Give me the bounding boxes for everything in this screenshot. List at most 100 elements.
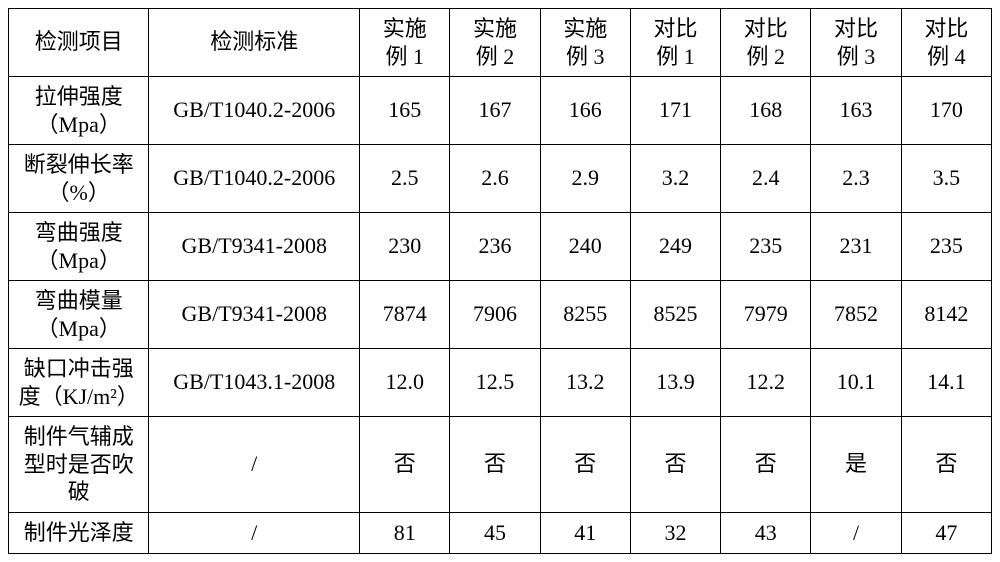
cell: 249 [630, 213, 720, 281]
cell: 230 [360, 213, 450, 281]
row-item-l2: 型时是否吹 [24, 452, 134, 477]
row-item: 断裂伸长率 （%） [9, 145, 149, 213]
row-item-l2: （Mpa） [37, 248, 121, 273]
row-item-l2: （Mpa） [37, 112, 121, 137]
cell: 2.4 [721, 145, 811, 213]
cell: 否 [630, 417, 720, 513]
row-item-l1: 弯曲模量 [35, 288, 123, 313]
cell: 43 [721, 512, 811, 554]
cell: 否 [360, 417, 450, 513]
table-row: 弯曲模量（Mpa） GB/T9341-2008 7874 7906 8255 8… [9, 281, 992, 349]
cell: 41 [540, 512, 630, 554]
cell: 7874 [360, 281, 450, 349]
cell: 235 [721, 213, 811, 281]
cell: 14.1 [901, 349, 991, 417]
row-item-l1: 弯曲强度 [35, 220, 123, 245]
cell: 32 [630, 512, 720, 554]
cell: 2.3 [811, 145, 901, 213]
row-standard: GB/T1043.1-2008 [149, 349, 360, 417]
header-col-2-l2: 例 2 [476, 44, 515, 69]
cell: 171 [630, 77, 720, 145]
cell: 8142 [901, 281, 991, 349]
row-item: 制件气辅成型时是否吹破 [9, 417, 149, 513]
header-col-4: 对比例 1 [630, 9, 720, 77]
cell: 3.2 [630, 145, 720, 213]
row-item-l2: 度（KJ/m²） [19, 384, 139, 409]
row-item: 缺口冲击强度（KJ/m²） [9, 349, 149, 417]
table-row: 弯曲强度（Mpa） GB/T9341-2008 230 236 240 249 … [9, 213, 992, 281]
cell: 165 [360, 77, 450, 145]
header-col-7-l2: 例 4 [927, 44, 966, 69]
header-col-1-l2: 例 1 [385, 44, 424, 69]
cell: 8255 [540, 281, 630, 349]
cell: 否 [721, 417, 811, 513]
cell: 12.5 [450, 349, 540, 417]
header-col-1-l1: 实施 [383, 16, 427, 41]
header-item: 检测项目 [9, 9, 149, 77]
header-col-2: 实施例 2 [450, 9, 540, 77]
row-item-l1: 断裂伸长率 [24, 152, 134, 177]
row-item-l1: 拉伸强度 [35, 84, 123, 109]
header-col-3-l2: 例 3 [566, 44, 605, 69]
cell: 45 [450, 512, 540, 554]
cell: 8525 [630, 281, 720, 349]
row-item-l1: 缺口冲击强 [24, 356, 134, 381]
header-col-4-l2: 例 1 [656, 44, 695, 69]
row-item-l3: 破 [68, 479, 90, 504]
row-standard: GB/T1040.2-2006 [149, 145, 360, 213]
header-col-3-l1: 实施 [563, 16, 607, 41]
cell: 13.9 [630, 349, 720, 417]
row-item-l1: 制件气辅成 [24, 424, 134, 449]
row-item: 弯曲模量（Mpa） [9, 281, 149, 349]
header-col-7: 对比例 4 [901, 9, 991, 77]
cell: 236 [450, 213, 540, 281]
header-col-3: 实施例 3 [540, 9, 630, 77]
cell: 10.1 [811, 349, 901, 417]
cell: 166 [540, 77, 630, 145]
header-col-4-l1: 对比 [653, 16, 697, 41]
header-col-6: 对比例 3 [811, 9, 901, 77]
cell: 否 [450, 417, 540, 513]
header-standard: 检测标准 [149, 9, 360, 77]
header-col-7-l1: 对比 [924, 16, 968, 41]
cell: 168 [721, 77, 811, 145]
row-item-l2: （%） [48, 180, 110, 205]
cell: 2.6 [450, 145, 540, 213]
cell: 7906 [450, 281, 540, 349]
cell: 163 [811, 77, 901, 145]
table-row: 制件光泽度 / 81 45 41 32 43 / 47 [9, 512, 992, 554]
cell: 47 [901, 512, 991, 554]
cell: 7852 [811, 281, 901, 349]
cell: 7979 [721, 281, 811, 349]
cell: 13.2 [540, 349, 630, 417]
header-col-2-l1: 实施 [473, 16, 517, 41]
cell: 2.9 [540, 145, 630, 213]
cell: 12.2 [721, 349, 811, 417]
cell: 170 [901, 77, 991, 145]
header-col-6-l2: 例 3 [837, 44, 876, 69]
header-col-6-l1: 对比 [834, 16, 878, 41]
row-item: 弯曲强度 （Mpa） [9, 213, 149, 281]
row-standard: / [149, 512, 360, 554]
table-row: 断裂伸长率（%） GB/T1040.2-2006 2.5 2.6 2.9 3.2… [9, 145, 992, 213]
cell: 81 [360, 512, 450, 554]
cell: 是 [811, 417, 901, 513]
row-standard: GB/T1040.2-2006 [149, 77, 360, 145]
table-header-row: 检测项目 检测标准 实施例 1 实施例 2 实施例 3 对比例 1 对比例 2 … [9, 9, 992, 77]
cell: 167 [450, 77, 540, 145]
row-item: 拉伸强度 （Mpa） [9, 77, 149, 145]
cell: 235 [901, 213, 991, 281]
header-col-5: 对比例 2 [721, 9, 811, 77]
row-standard: GB/T9341-2008 [149, 281, 360, 349]
cell: 否 [540, 417, 630, 513]
cell: 240 [540, 213, 630, 281]
cell: 否 [901, 417, 991, 513]
row-item: 制件光泽度 [9, 512, 149, 554]
cell: 12.0 [360, 349, 450, 417]
row-standard: / [149, 417, 360, 513]
header-col-1: 实施例 1 [360, 9, 450, 77]
cell: 3.5 [901, 145, 991, 213]
table-row: 制件气辅成型时是否吹破 / 否 否 否 否 否 是 否 [9, 417, 992, 513]
data-table: 检测项目 检测标准 实施例 1 实施例 2 实施例 3 对比例 1 对比例 2 … [8, 8, 992, 554]
header-col-5-l1: 对比 [744, 16, 788, 41]
